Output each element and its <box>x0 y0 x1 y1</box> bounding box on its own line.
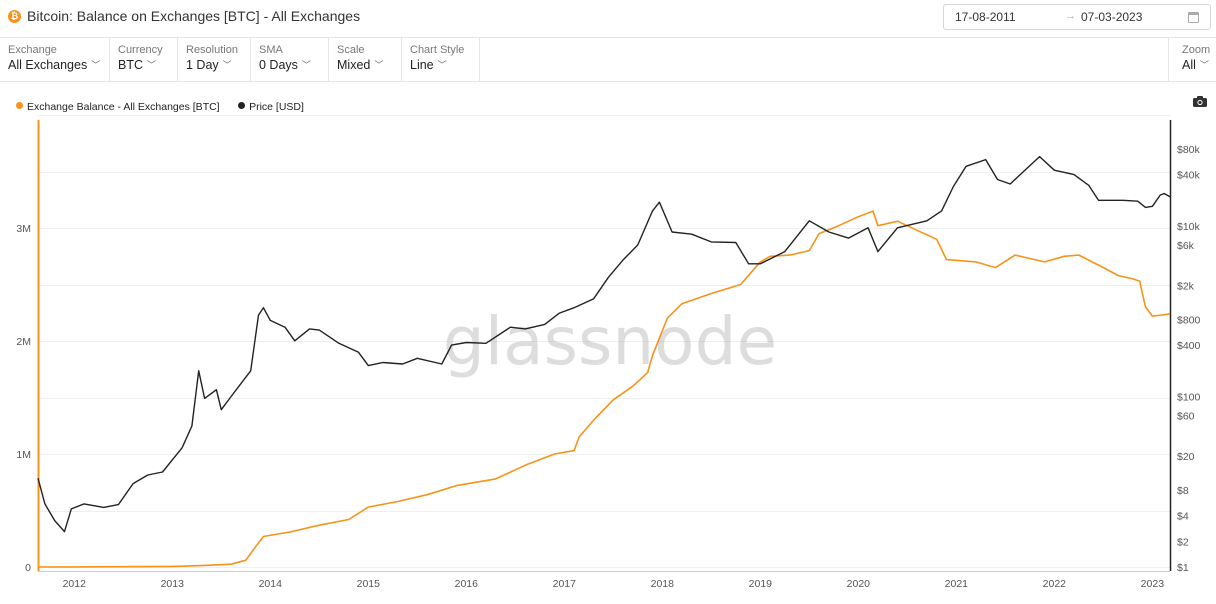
legend-dot <box>238 102 246 109</box>
chart-style-select[interactable]: Chart Style Line ﹀ <box>402 38 480 82</box>
exchange-select[interactable]: Exchange All Exchanges ﹀ <box>0 38 110 82</box>
y-right-tick-label: $1 <box>1177 562 1189 574</box>
y-right-tick-label: $8 <box>1177 485 1189 497</box>
y-right-tick-label: $10k <box>1177 221 1201 233</box>
arrow-right-icon: → <box>1065 10 1076 22</box>
resolution-label: Resolution <box>186 44 238 56</box>
legend-dot <box>16 102 23 109</box>
y-right-tick-label: $80k <box>1177 144 1201 156</box>
bitcoin-icon: ₿ <box>8 10 21 23</box>
calendar-icon[interactable] <box>1188 12 1199 23</box>
chevron-down-icon[interactable]: ﹀ <box>91 60 101 70</box>
resolution-value[interactable]: 1 Day <box>186 58 219 72</box>
watermark: glassnode <box>443 303 777 380</box>
y-right-tick-label: $2 <box>1177 536 1189 548</box>
header-bar: ₿ Bitcoin: Balance on Exchanges [BTC] - … <box>0 0 1216 38</box>
exchange-label: Exchange <box>8 44 57 56</box>
legend-item-exchange-balance[interactable]: Exchange Balance - All Exchanges [BTC] <box>16 101 220 113</box>
x-tick-label: 2022 <box>1043 578 1067 590</box>
zoom-label: Zoom <box>1182 44 1211 56</box>
currency-select[interactable]: Currency BTC ﹀ <box>110 38 178 82</box>
date-start-input[interactable]: 17-08-2011 <box>955 10 1016 24</box>
legend-item-price[interactable]: Price [USD] <box>238 101 304 113</box>
chevron-down-icon[interactable]: ﹀ <box>222 60 232 70</box>
y-right-tick-label: $6k <box>1177 240 1195 252</box>
y-right-tick-label: $2k <box>1177 281 1195 293</box>
x-tick-label: 2013 <box>161 578 185 590</box>
x-tick-label: 2014 <box>259 578 283 590</box>
sma-label: SMA <box>259 44 283 56</box>
chevron-down-icon[interactable]: ﹀ <box>147 60 157 70</box>
currency-label: Currency <box>118 44 163 56</box>
x-tick-label: 2016 <box>455 578 479 590</box>
page-title: Bitcoin: Balance on Exchanges [BTC] - Al… <box>27 8 361 24</box>
series-layer <box>37 155 1171 568</box>
x-tick-label: 2018 <box>651 578 675 590</box>
camera-icon[interactable] <box>1193 96 1207 107</box>
chart-toolbar: Exchange All Exchanges ﹀ Currency BTC ﹀ Re… <box>0 38 1216 82</box>
y-left-tick-label: 0 <box>25 562 31 574</box>
x-tick-label: 2017 <box>553 578 577 590</box>
y-left-tick-label: 1M <box>16 449 31 461</box>
chart-style-value[interactable]: Line <box>410 58 434 72</box>
y-right-tick-label: $40k <box>1177 170 1201 182</box>
y-right-tick-label: $4 <box>1177 511 1189 523</box>
x-tick-label: 2019 <box>749 578 773 590</box>
y-right-tick-label: $400 <box>1177 340 1201 352</box>
date-end-input[interactable]: 07-03-2023 <box>1081 10 1143 24</box>
x-tick-label: 2012 <box>63 578 87 590</box>
grid-lines <box>38 115 1170 568</box>
chevron-down-icon[interactable]: ﹀ <box>1199 60 1209 70</box>
legend-label: Price [USD] <box>249 101 304 113</box>
y-left-tick-label: 2M <box>16 336 31 348</box>
y-right-tick-label: $100 <box>1177 391 1201 403</box>
exchange-balance-line <box>37 210 1171 568</box>
zoom-select[interactable]: Zoom All ﹀ <box>1168 38 1216 82</box>
sma-select[interactable]: SMA 0 Days ﹀ <box>251 38 329 82</box>
chevron-down-icon[interactable]: ﹀ <box>374 60 384 70</box>
resolution-select[interactable]: Resolution 1 Day ﹀ <box>178 38 251 82</box>
scale-value[interactable]: Mixed <box>337 58 371 72</box>
scale-label: Scale <box>337 44 365 56</box>
scale-select[interactable]: Scale Mixed ﹀ <box>329 38 402 82</box>
x-tick-label: 2023 <box>1141 578 1165 590</box>
chart-style-label: Chart Style <box>410 44 465 56</box>
x-tick-label: 2020 <box>847 578 871 590</box>
date-range-picker[interactable]: 17-08-2011 → 07-03-2023 <box>943 4 1211 30</box>
x-tick-label: 2021 <box>945 578 969 590</box>
axis-labels: 0 1M 2M 3M $1 $2 $4 $8 $20 $60 $100 $400 $800 $2k $6k $… <box>16 144 1200 590</box>
price-line <box>37 155 1171 533</box>
zoom-value[interactable]: All <box>1182 58 1196 72</box>
chevron-down-icon[interactable]: ﹀ <box>437 60 447 70</box>
currency-value[interactable]: BTC <box>118 58 143 72</box>
x-tick-label: 2015 <box>357 578 381 590</box>
y-right-tick-label: $800 <box>1177 314 1201 326</box>
y-right-tick-label: $60 <box>1177 410 1195 422</box>
sma-value[interactable]: 0 Days <box>259 58 298 72</box>
exchange-value[interactable]: All Exchanges <box>8 58 88 72</box>
chevron-down-icon[interactable]: ﹀ <box>301 60 311 70</box>
chart-legend: Exchange Balance - All Exchanges [BTC] P… <box>16 97 318 113</box>
y-right-tick-label: $20 <box>1177 451 1195 463</box>
y-left-tick-label: 3M <box>16 223 31 235</box>
balance-price-chart: glassnode 0 1M 2M 3M $1 $2 $4 $8 $20 $60 $100 $400 $… <box>16 115 1201 590</box>
legend-label: Exchange Balance - All Exchanges [BTC] <box>27 101 220 113</box>
